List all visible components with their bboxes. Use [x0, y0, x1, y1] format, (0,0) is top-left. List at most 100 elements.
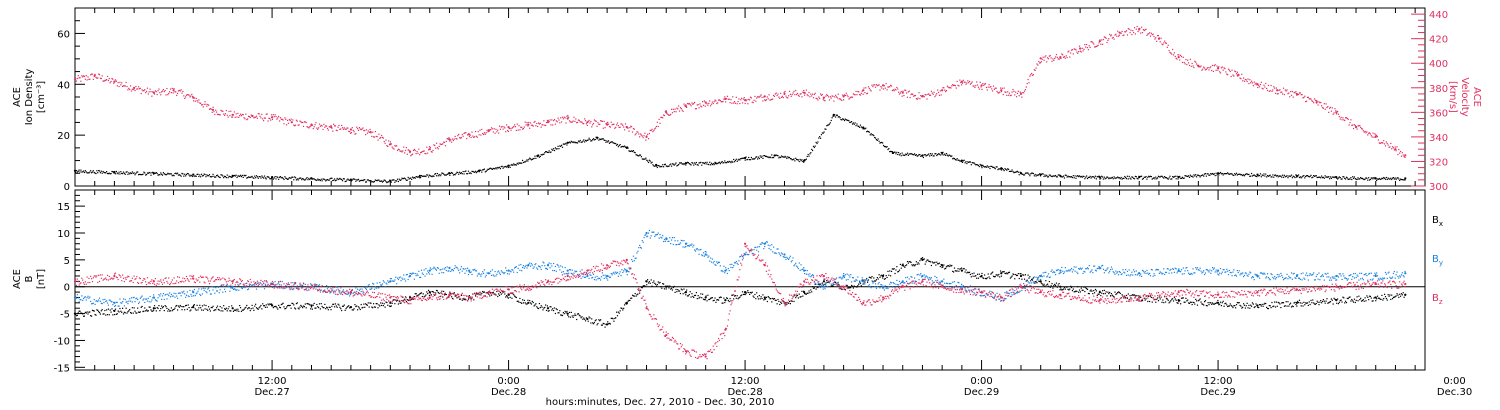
density-scatter-dot	[882, 142, 884, 144]
Bx-scatter-dot	[482, 291, 485, 293]
Bx-scatter-dot	[690, 296, 692, 298]
Bx-scatter-dot	[1090, 289, 1092, 291]
Bx-scatter-dot	[1229, 303, 1231, 305]
density-scatter-dot	[402, 178, 404, 180]
velocity-scatter-dot	[944, 89, 946, 91]
Bx-scatter-dot	[424, 295, 426, 297]
density-scatter-dot	[1232, 174, 1234, 176]
velocity-scatter-dot	[1273, 86, 1275, 88]
Bx-scatter-dot	[621, 307, 623, 310]
density-scatter-dot	[372, 181, 374, 183]
density-scatter-dot	[805, 158, 807, 160]
Bx-scatter-dot	[572, 316, 574, 318]
Bx-scatter-dot	[738, 297, 740, 299]
density-scatter-dot	[1305, 175, 1308, 177]
Bx-scatter-dot	[76, 314, 78, 316]
Bx-scatter-dot	[904, 266, 906, 268]
velocity-scatter-dot	[1041, 58, 1043, 60]
velocity-scatter-dot	[728, 98, 730, 100]
velocity-scatter-dot	[1263, 84, 1265, 86]
Bx-scatter-dot	[86, 311, 88, 313]
density-scatter-dot	[1143, 176, 1145, 178]
Bx-scatter-dot	[333, 306, 336, 308]
Bx-scatter-dot	[773, 297, 776, 300]
Bx-scatter-dot	[511, 297, 513, 299]
Bx-scatter-dot	[936, 261, 938, 263]
density-scatter-dot	[1025, 172, 1027, 174]
Bx-scatter-dot	[391, 302, 393, 304]
Bx-scatter-dot	[1203, 304, 1205, 306]
density-scatter-dot	[1384, 178, 1387, 180]
velocity-scatter-dot	[531, 124, 533, 126]
Bx-scatter-dot	[104, 309, 106, 312]
density-scatter-dot	[457, 172, 459, 174]
density-scatter-dot	[1403, 179, 1405, 181]
velocity-scatter-dot	[1240, 78, 1242, 80]
Bx-scatter-dot	[1321, 302, 1323, 304]
Bx-scatter-dot	[476, 293, 478, 295]
Bx-scatter-dot	[114, 308, 117, 310]
velocity-scatter-dot	[1351, 124, 1353, 126]
density-scatter-dot	[735, 158, 737, 160]
density-scatter-dot	[981, 167, 983, 169]
Bx-scatter-dot	[730, 300, 732, 302]
Bx-scatter-dot	[934, 261, 936, 263]
density-scatter-dot	[263, 175, 266, 177]
velocity-ylabel-line-1: ACE	[1471, 87, 1482, 107]
density-scatter-dot	[286, 178, 289, 180]
velocity-scatter-dot	[599, 123, 601, 125]
Bx-scatter-dot	[440, 292, 442, 294]
velocity-scatter-dot	[110, 80, 112, 83]
density-scatter-dot	[589, 138, 591, 141]
velocity-point	[960, 80, 963, 83]
Bx-scatter-dot	[544, 306, 546, 309]
density-scatter-dot	[380, 180, 382, 182]
density-scatter-dot	[693, 164, 695, 166]
Bx-scatter-dot	[964, 271, 966, 273]
Bx-scatter-dot	[1088, 293, 1090, 295]
density-scatter-dot	[782, 156, 784, 158]
Bx-scatter-dot	[195, 309, 197, 311]
Bx-scatter-dot	[332, 303, 334, 305]
Bx-scatter-dot	[1078, 289, 1081, 291]
density-scatter-dot	[1303, 175, 1305, 177]
Bx-scatter-dot	[759, 298, 761, 300]
velocity-scatter-dot	[884, 87, 886, 89]
Bx-scatter-dot	[405, 300, 407, 303]
Bx-scatter-dot	[954, 270, 956, 272]
velocity-scatter-dot	[571, 121, 573, 123]
Bx-scatter-dot	[175, 305, 177, 307]
density-scatter-dot	[322, 178, 324, 180]
velocity-scatter-dot	[1107, 39, 1109, 41]
Bx-scatter-dot	[122, 307, 124, 309]
density-scatter-dot	[889, 151, 891, 153]
density-scatter-dot	[550, 151, 552, 153]
velocity-scatter-dot	[220, 109, 222, 111]
velocity-scatter-dot	[819, 97, 821, 100]
velocity-scatter-dot	[717, 99, 720, 101]
density-scatter-dot	[572, 141, 574, 143]
Bx-scatter-dot	[510, 292, 512, 295]
Bx-scatter-dot	[1219, 303, 1221, 305]
velocity-scatter-dot	[589, 122, 591, 124]
Bx-scatter-dot	[749, 291, 752, 294]
velocity-scatter-dot	[806, 94, 808, 96]
density-scatter-dot	[752, 158, 754, 160]
density-scatter-dot	[1253, 174, 1255, 176]
velocity-scatter-dot	[827, 96, 830, 98]
Bx-scatter-dot	[1313, 302, 1315, 304]
velocity-scatter-dot	[831, 95, 833, 97]
Bx-scatter-dot	[335, 305, 337, 307]
Bx-scatter-dot	[450, 292, 452, 295]
velocity-scatter-dot	[712, 103, 714, 105]
Bx-scatter-dot	[328, 306, 330, 308]
density-scatter-dot	[249, 176, 251, 178]
density-scatter-dot	[1286, 175, 1288, 177]
density-scatter-dot	[1318, 176, 1320, 178]
density-scatter-dot	[482, 169, 485, 171]
density-scatter-dot	[784, 155, 786, 158]
density-scatter-dot	[473, 171, 475, 173]
Bx-scatter-dot	[1023, 278, 1026, 280]
Bx-scatter-dot	[892, 268, 894, 270]
density-scatter-dot	[440, 174, 442, 176]
